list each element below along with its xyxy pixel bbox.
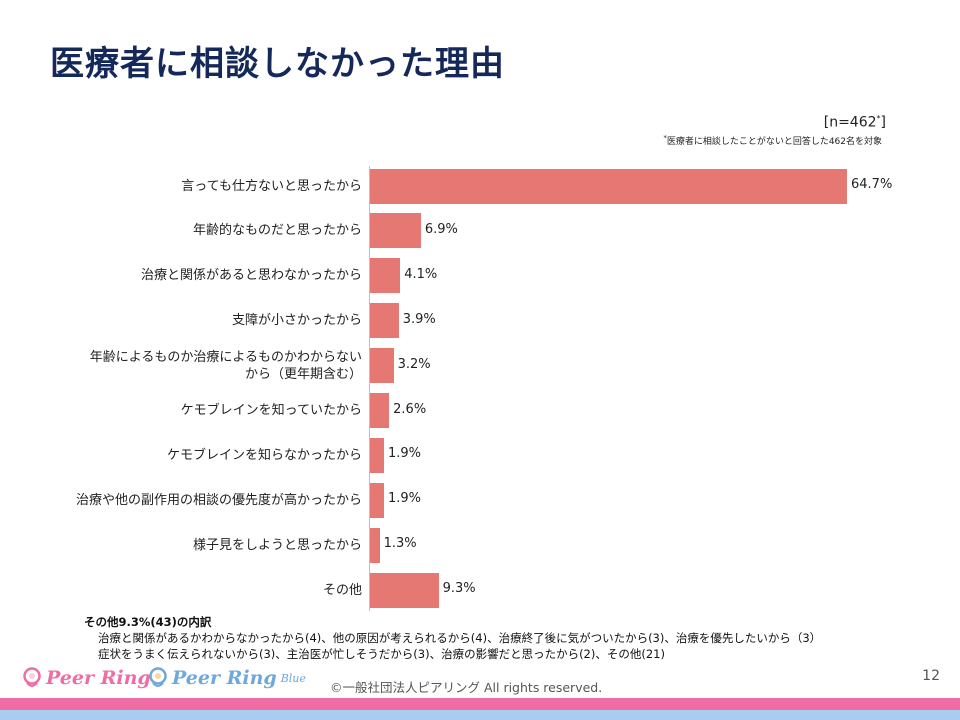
category-label-line: 支障が小さかったから: [231, 313, 362, 329]
category-label: 支障が小さかったから: [22, 312, 362, 329]
category-label: ケモブレインを知っていたから: [22, 402, 362, 419]
bar: [370, 482, 384, 518]
peer-ring-blue-icon: [149, 667, 167, 687]
category-label: 年齢によるものか治療によるものかわからない から（更年期含む）: [22, 349, 362, 383]
value-label: 9.3%: [442, 581, 476, 597]
value-label: 4.1%: [404, 266, 438, 282]
category-label-line: 言っても仕方ないと思ったから: [181, 178, 362, 194]
other-breakdown-line-2: 症状をうまく伝えられないから(3)、主治医が忙しそうだから(3)、治療の影響だと…: [98, 647, 665, 661]
value-label: 1.9%: [388, 491, 422, 507]
page-title: 医療者に相談しなかった理由: [50, 44, 505, 84]
category-label-line: 年齢的なものだと思ったから: [192, 223, 362, 239]
bar: [370, 348, 394, 384]
peer-ring-logo-text: Peer Ring: [46, 667, 151, 689]
category-label-line: から（更年期含む）: [244, 366, 362, 382]
copyright-text: ©一般社団法人ピアリング All rights reserved.: [330, 680, 603, 695]
other-breakdown: その他9.3%(43)の内訳 治療と関係があるかわからなかったから(4)、他の原…: [84, 614, 944, 662]
category-label: 治療と関係があると思わなかったから: [22, 267, 362, 284]
bar: [370, 213, 421, 249]
sample-size-note: *医療者に相談したことがないと回答した462名を対象: [663, 134, 882, 147]
category-label: 言っても仕方ないと思ったから: [22, 178, 362, 195]
category-label: その他: [22, 582, 362, 599]
bar: [370, 393, 390, 428]
category-label-line: 治療と関係があると思わなかったから: [140, 268, 362, 284]
value-label: 3.2%: [397, 356, 431, 372]
category-label-line: ケモブレインを知らなかったから: [166, 447, 362, 463]
value-label: 64.7%: [851, 177, 893, 192]
footer-stripe-blue: [0, 710, 960, 720]
value-label: 1.3%: [383, 536, 417, 552]
category-label-line: ケモブレインを知っていたから: [180, 403, 362, 418]
bar: [370, 527, 380, 563]
category-label: 治療や他の副作用の相談の優先度が高かったから: [22, 492, 362, 509]
other-breakdown-line-1: 治療と関係があるかわからなかったから(4)、他の原因が考えられるから(4)、治療…: [98, 631, 822, 645]
category-label: 様子見をしようと思ったから: [22, 537, 362, 554]
bar: [370, 168, 847, 204]
sample-size-label: [n=462*]: [823, 114, 886, 131]
category-label-line: 治療や他の副作用の相談の優先度が高かったから: [75, 492, 362, 508]
value-label: 3.9%: [402, 311, 436, 327]
category-label-line: 年齢によるものか治療によるものかわからない: [89, 349, 362, 365]
category-label: 年齢的なものだと思ったから: [22, 222, 362, 239]
bar: [370, 258, 401, 294]
value-label: 6.9%: [424, 221, 458, 237]
category-label-line: 様子見をしようと思ったから: [192, 537, 362, 553]
peer-ring-blue-logo: Peer Ring Blue: [148, 666, 306, 690]
value-label: 2.6%: [393, 401, 427, 417]
bar: [370, 572, 439, 608]
page-number: 12: [922, 668, 940, 684]
chart-axis-line: [369, 166, 370, 611]
category-label: ケモブレインを知らなかったから: [22, 447, 362, 464]
peer-ring-logo: Peer Ring: [22, 666, 151, 690]
value-label: 1.9%: [388, 446, 422, 462]
category-label-line: その他: [322, 582, 362, 598]
peer-ring-blue-logo-sub: Blue: [280, 671, 306, 685]
peer-ring-pink-icon: [23, 667, 41, 687]
footer-stripe-pink: [0, 698, 960, 710]
bar: [370, 437, 384, 473]
peer-ring-blue-logo-text: Peer Ring: [172, 667, 277, 689]
other-breakdown-title: その他9.3%(43)の内訳: [84, 615, 212, 629]
bar: [370, 303, 399, 339]
